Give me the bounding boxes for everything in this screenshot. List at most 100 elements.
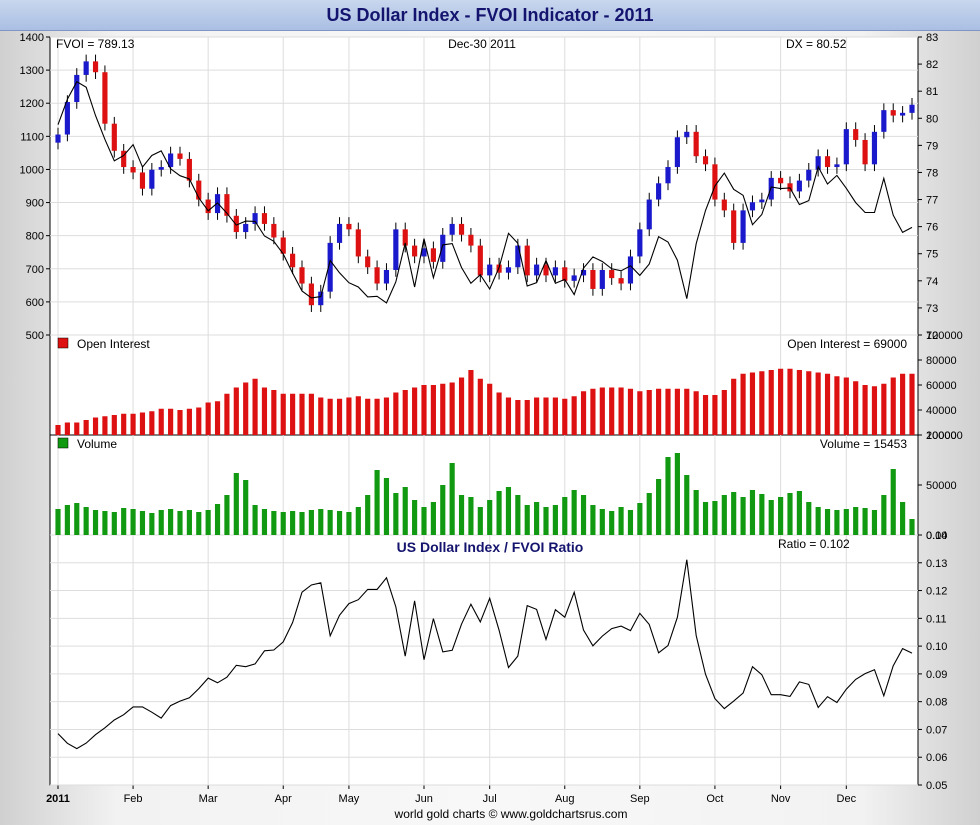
open-interest-bar (580, 391, 587, 435)
volume-bar (665, 457, 671, 535)
x-tick-label: Apr (275, 793, 292, 805)
open-interest-bar (318, 397, 324, 435)
volume-bar (130, 509, 136, 535)
volume-bar (290, 511, 296, 535)
open-interest-bar (562, 398, 568, 435)
volume-axis-tick-label: 0.00 (926, 530, 947, 542)
dx-candle-body (590, 269, 596, 289)
volume-bar (55, 509, 61, 535)
dx-candle-body (787, 183, 793, 192)
dx-candle-body (308, 283, 314, 306)
volume-bar (261, 509, 268, 535)
ratio-axis-tick-label: 0.08 (926, 697, 947, 709)
volume-bar (834, 510, 840, 535)
open-interest-bar (158, 408, 164, 435)
dx-candle-body (684, 131, 690, 138)
open-interest-bar (449, 382, 455, 435)
left-axis-tick-label: 900 (26, 198, 44, 210)
open-interest-bar (111, 415, 117, 435)
chart-title: US Dollar Index - FVOI Indicator - 2011 (0, 0, 980, 31)
open-interest-bar (609, 387, 615, 435)
open-interest-bar (102, 416, 108, 435)
volume-bar (796, 491, 802, 535)
volume-bar (402, 487, 408, 535)
volume-bar (224, 495, 230, 535)
open-interest-bar (168, 408, 174, 435)
open-interest-bar (261, 387, 268, 435)
right-axis-tick-label: 79 (926, 140, 938, 152)
volume-axis-tick-label: 100000 (926, 430, 963, 442)
dx-candle-body (900, 112, 906, 116)
open-interest-bar (402, 390, 408, 435)
volume-bar (168, 509, 174, 535)
open-interest-bar (214, 401, 221, 435)
dx-candle-body (656, 183, 662, 200)
volume-bar (280, 512, 286, 535)
dx-candle-body (468, 234, 474, 246)
ratio-axis-tick-label: 0.14 (926, 530, 947, 542)
volume-bar (430, 502, 436, 535)
volume-bar (186, 510, 192, 535)
left-axis-tick-label: 800 (26, 231, 44, 243)
left-axis-tick-label: 700 (26, 264, 44, 276)
open-interest-bar (656, 388, 662, 435)
open-interest-bar (130, 413, 136, 435)
dx-candle-body (824, 156, 831, 168)
dx-candle-body (252, 213, 258, 224)
open-interest-bar (477, 378, 483, 435)
dx-candle-body (618, 278, 624, 284)
right-axis-tick-label: 72 (926, 330, 938, 342)
volume-bar (177, 511, 183, 535)
dx-candle-body (562, 267, 568, 281)
volume-bar (890, 469, 896, 535)
dx-candle-body (759, 199, 765, 203)
volume-bar (853, 507, 859, 535)
left-axis-tick-label: 1300 (20, 65, 44, 77)
date-readout: Dec-30 2011 (448, 37, 516, 51)
volume-bar (233, 473, 239, 535)
oi-readout: Open Interest = 69000 (787, 337, 907, 351)
dx-candle-body (609, 269, 615, 279)
ratio-axis-tick-label: 0.05 (926, 780, 947, 792)
dx-candle-body (721, 199, 727, 211)
dx-candle-body (205, 199, 211, 214)
volume-bar (346, 512, 352, 535)
dx-candle-body (149, 169, 155, 189)
oi-axis-tick-label: 40000 (926, 405, 957, 417)
open-interest-bar (271, 390, 277, 435)
dx-candle-body (477, 245, 483, 276)
open-interest-bar (177, 410, 183, 435)
volume-bar (552, 505, 558, 535)
right-axis-tick-label: 73 (926, 303, 938, 315)
volume-bar (365, 495, 371, 535)
volume-bar (205, 510, 211, 535)
dx-candle-body (796, 180, 802, 192)
dx-candle-body (261, 213, 268, 224)
volume-bar (731, 492, 737, 535)
volume-bar (618, 507, 624, 535)
open-interest-bar (778, 368, 784, 435)
x-tick-label: 2011 (46, 793, 70, 805)
ratio-axis-tick-label: 0.11 (926, 613, 947, 625)
open-interest-bar (468, 370, 474, 435)
open-interest-bar (590, 388, 596, 435)
right-axis-tick-label: 76 (926, 222, 938, 234)
dx-candle-body (515, 245, 521, 268)
oi-axis-tick-label: 20000 (926, 430, 957, 442)
volume-bar (449, 463, 455, 535)
left-axis-tick-label: 500 (26, 330, 44, 342)
open-interest-bar (731, 378, 737, 435)
ratio-axis-tick-label: 0.07 (926, 724, 947, 736)
dx-candle-body (64, 102, 70, 135)
volume-bar (440, 485, 446, 535)
volume-bar (815, 507, 821, 535)
open-interest-bar (534, 397, 540, 435)
dx-candle-body (130, 167, 136, 173)
right-axis-tick-label: 74 (926, 276, 938, 288)
right-axis-tick-label: 78 (926, 167, 938, 179)
volume-bar (496, 491, 502, 535)
volume-bar (271, 511, 277, 535)
volume-bar (383, 478, 390, 535)
dx-candle-body (778, 177, 784, 184)
